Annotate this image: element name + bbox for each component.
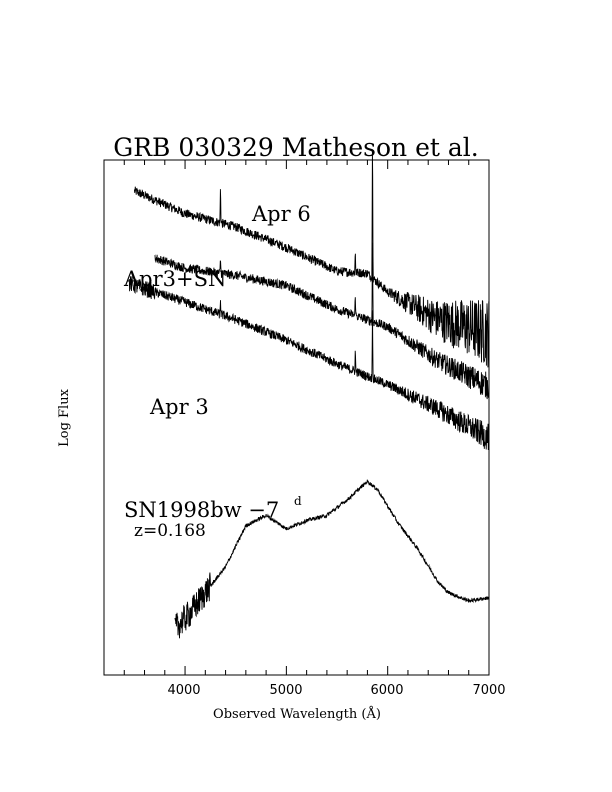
label-sn1998bw: SN1998bw −7	[124, 498, 279, 522]
x-tick-label: 5000	[269, 683, 302, 698]
x-tick-label: 4000	[167, 683, 200, 698]
label-sn1998bw-superscript: d	[294, 494, 302, 508]
label-apr3sn: Apr3+SN	[123, 267, 226, 291]
axis-ticks	[123, 160, 490, 675]
x-tick-label: 7000	[472, 683, 505, 698]
x-axis-label: Observed Wavelength (Å)	[213, 706, 381, 722]
series-apr6	[133, 149, 490, 368]
series-apr3	[128, 276, 490, 451]
label-redshift: z=0.168	[134, 521, 206, 541]
series-apr3sn	[154, 242, 490, 400]
x-tick-label: 6000	[370, 683, 403, 698]
plot-frame	[103, 159, 490, 676]
series-sn1998bw	[174, 479, 490, 639]
chart-title: GRB 030329 Matheson et al.	[113, 133, 479, 162]
y-axis-label: Log Flux	[57, 388, 72, 446]
label-apr3: Apr 3	[149, 395, 209, 419]
label-apr6: Apr 6	[251, 202, 311, 226]
series-layer	[128, 149, 490, 639]
